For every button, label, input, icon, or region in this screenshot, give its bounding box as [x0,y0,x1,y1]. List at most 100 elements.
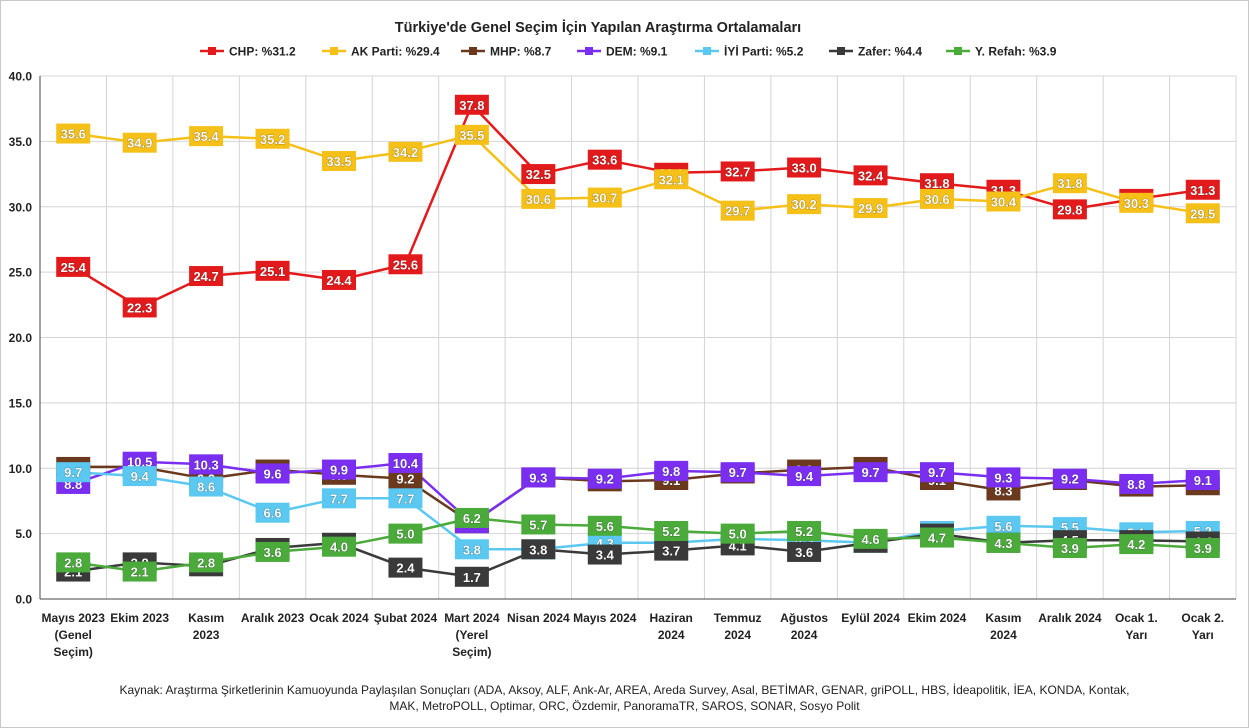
data-label-ak-parti: 30.2 [787,194,822,215]
legend-swatch-marker [703,47,711,55]
data-label-text: 5.2 [662,524,680,539]
data-label-chp: 32.5 [521,164,556,185]
x-tick-label-line: Eylül 2024 [841,611,900,625]
data-label-mhp: 9.2 [388,468,423,489]
data-label-chp: 25.6 [388,254,423,275]
x-tick-label-line: 2024 [990,628,1017,642]
data-label-ak-parti: 34.2 [388,141,423,162]
data-label-text: 3.8 [463,542,481,557]
x-tick-label: Aralık 2024 [1038,611,1102,625]
data-label-text: 5.7 [529,517,547,532]
x-tick-label-line: (Genel [55,628,92,642]
data-labels: 25.422.324.725.124.425.637.832.533.632.6… [56,94,1220,587]
data-label-ak-parti: 35.6 [56,123,91,144]
data-label-box [720,200,755,221]
data-label-box [521,188,556,209]
data-label-text: 24.7 [193,269,218,284]
data-label-box [56,552,91,573]
data-label-box [920,173,954,194]
data-label-i-yi-parti: 5.6 [986,515,1021,536]
x-tick-label: Mart 2024 (Yerel Seçim) [444,611,500,659]
data-label-ak-parti: 30.7 [587,187,622,208]
data-label-y-refah: 5.6 [587,515,622,536]
data-label-dem: 9.7 [920,462,954,483]
data-label-chp: 25.1 [255,260,290,281]
data-label-box [255,502,290,523]
x-tick-label-line: Nisan 2024 [507,611,570,625]
data-label-text: 3.7 [662,544,680,559]
data-label-text: 9.7 [64,465,82,480]
data-label-box [454,507,489,528]
legend-label: CHP: %31.2 [229,45,296,59]
x-tick-label-line: Ekim 2024 [908,611,967,625]
data-label-y-refah: 4.7 [920,527,954,548]
data-label-text: 9.4 [795,469,814,484]
data-label-box [388,468,423,489]
data-label-box [986,532,1021,553]
data-label-ak-parti: 29.9 [853,198,888,219]
data-label-ak-parti: 29.5 [1185,203,1220,224]
data-label-text: 5.0 [396,527,414,542]
data-label-box [521,514,556,535]
data-label-ak-parti: 34.9 [122,132,157,153]
data-label-text: 9.8 [662,464,680,479]
x-tick-label: Mayıs 2024 [573,611,637,625]
data-label-box [56,462,91,483]
data-label-i-yi-parti: 7.7 [388,488,423,509]
source-line-2: MAK, MetroPOLL, Optimar, ORC, Özdemir, P… [389,699,860,713]
data-label-zafer: 1.7 [454,566,489,587]
x-tick-label-line: Seçim) [54,645,93,659]
data-label-box [920,188,954,209]
data-label-text: 5.2 [795,524,813,539]
data-label-dem: 9.7 [720,462,755,483]
data-label-text: 25.1 [260,264,285,279]
data-label-box [1119,192,1154,213]
data-label-box [920,527,954,548]
data-label-box [787,466,822,487]
x-tick-label: Kasım 2023 [188,611,224,642]
data-label-text: 24.4 [326,273,352,288]
data-label-box [388,254,423,275]
data-label-box [122,561,157,582]
data-label-i-yi-parti: 8.6 [189,476,224,497]
data-label-text: 33.5 [326,154,351,169]
data-label-text: 6.6 [264,506,282,521]
data-label-box [587,544,622,565]
data-label-text: 7.7 [396,491,414,506]
data-label-ak-parti: 35.2 [255,128,290,149]
data-label-box [720,462,755,483]
y-tick-label: 15.0 [9,396,33,410]
x-tick-label-line: Seçim) [452,645,491,659]
data-label-ak-parti: 30.4 [986,191,1021,212]
data-label-ak-parti: 32.1 [654,169,689,190]
data-label-y-refah: 5.0 [720,523,755,544]
data-label-box [1185,203,1220,224]
legend-swatch-marker [208,47,216,55]
x-tick-label: Ağustos 2024 [780,611,828,642]
data-label-chp: 22.3 [122,297,157,318]
x-tick-label-line: Mart 2024 [444,611,500,625]
data-label-text: 9.6 [264,466,282,481]
x-tick-label: Temmuz 2024 [714,611,762,642]
data-label-box [521,164,556,185]
legend-item-dem: DEM: %9.1 [577,45,668,59]
data-label-box [787,194,822,215]
legend-label: MHP: %8.7 [490,45,552,59]
data-label-text: 30.6 [924,192,949,207]
data-label-box [255,128,290,149]
data-label-y-refah: 5.2 [654,521,689,542]
x-tick-label-line: Kasım [985,611,1021,625]
data-label-text: 3.9 [1194,541,1212,556]
y-tick-label: 25.0 [9,266,33,280]
data-label-box [587,149,622,170]
legend-label: DEM: %9.1 [606,45,668,59]
data-label-chp: 31.8 [920,173,954,194]
legend-item-zafer: Zafer: %4.4 [829,45,922,59]
data-label-dem: 9.3 [986,467,1021,488]
data-label-text: 3.6 [795,545,813,560]
data-label-text: 3.4 [596,548,615,563]
data-label-text: 32.7 [725,164,750,179]
legend-item-ak-parti: AK Parti: %29.4 [322,45,440,59]
data-label-ak-parti: 30.3 [1119,192,1154,213]
data-label-box [189,454,224,475]
